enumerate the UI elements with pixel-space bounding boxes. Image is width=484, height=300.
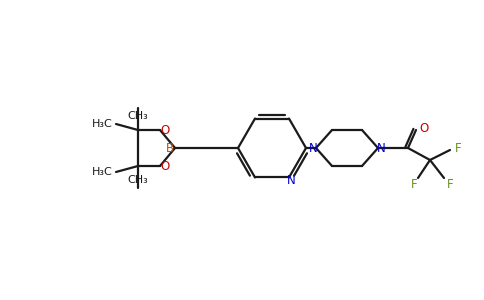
Text: N: N (287, 174, 295, 187)
Text: O: O (160, 124, 169, 136)
Text: O: O (160, 160, 169, 172)
Text: CH₃: CH₃ (128, 175, 149, 185)
Text: B: B (166, 142, 174, 154)
Text: H₃C: H₃C (91, 119, 112, 129)
Text: CH₃: CH₃ (128, 111, 149, 121)
Text: H₃C: H₃C (91, 167, 112, 177)
Text: F: F (447, 178, 454, 190)
Text: F: F (454, 142, 461, 154)
Text: N: N (377, 142, 385, 154)
Text: N: N (309, 142, 318, 154)
Text: F: F (411, 178, 417, 190)
Text: O: O (419, 122, 429, 134)
